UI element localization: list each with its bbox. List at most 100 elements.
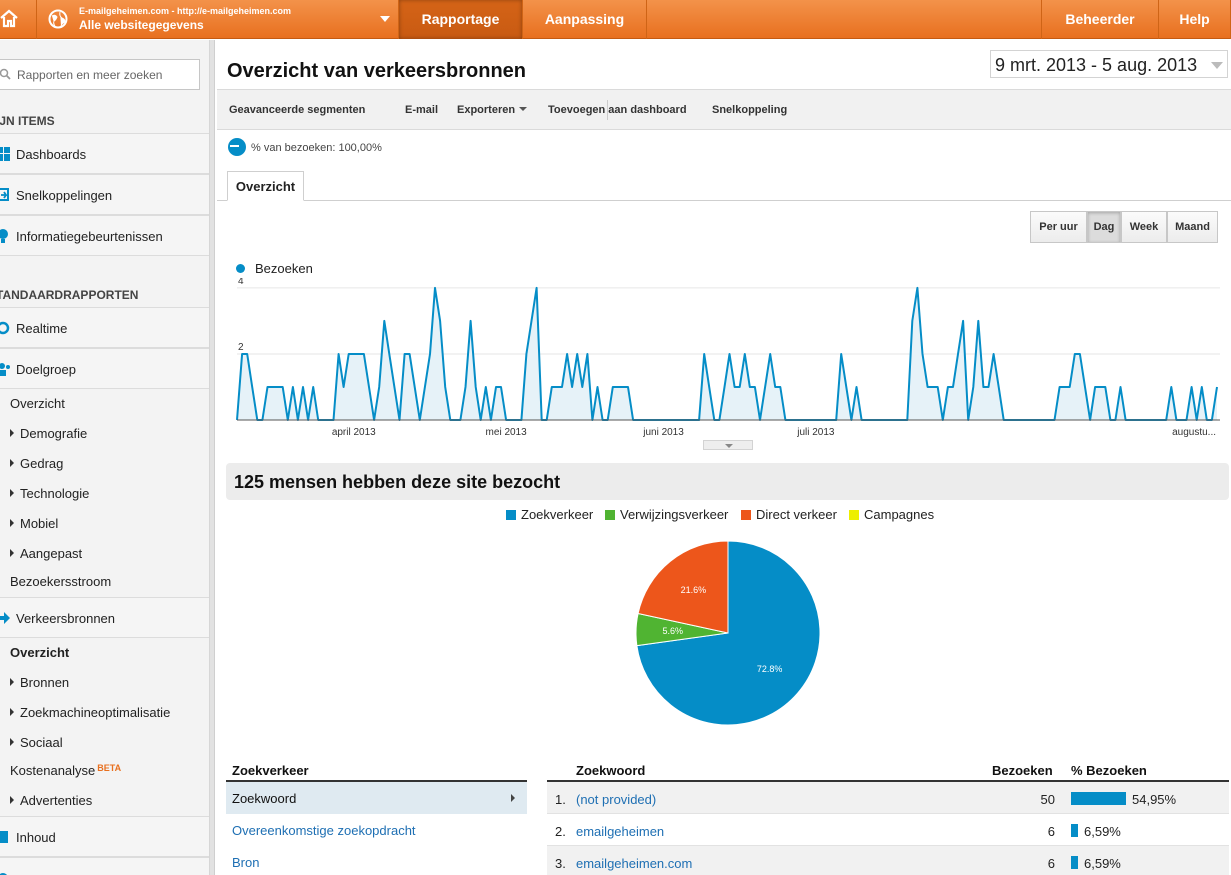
sidebar-item-traffic-sources[interactable]: Verkeersbronnen <box>0 597 209 638</box>
advanced-segments-button[interactable]: Geavanceerde segmenten <box>229 104 366 116</box>
sidebar-sub-ads[interactable]: Advertenties <box>10 793 92 808</box>
sidebar-sub-behavior[interactable]: Gedrag <box>10 456 63 471</box>
account-selector[interactable]: E-mailgeheimen.com - http://e-mailgeheim… <box>37 0 399 39</box>
tab-divider <box>217 200 1231 201</box>
sidebar-sub-custom[interactable]: Aangepast <box>10 546 82 561</box>
legend-label: Verwijzingsverkeer <box>620 507 729 522</box>
home-button[interactable] <box>0 0 37 39</box>
sidebar-item-realtime[interactable]: Realtime <box>0 307 209 348</box>
sidebar-item-label: Verkeersbronnen <box>16 611 116 626</box>
col-header-pct-visits[interactable]: % Bezoeken <box>1071 763 1147 778</box>
legend-label: Direct verkeer <box>756 507 837 522</box>
arrow-right-icon <box>0 612 10 624</box>
y-tick-label: 4 <box>238 278 244 287</box>
sidebar-item-dashboards[interactable]: Dashboards <box>0 133 209 174</box>
sidebar-sub-demographics[interactable]: Demografie <box>10 426 87 441</box>
col-header-keyword[interactable]: Zoekwoord <box>576 763 646 778</box>
segment-pie-icon <box>228 138 246 156</box>
granularity-hour-button[interactable]: Per uur <box>1030 211 1087 243</box>
table-row: 1. (not provided) 50 54,95% <box>547 782 1229 814</box>
sidebar-item-label: Informatiegebeurtenissen <box>16 229 163 244</box>
sidebar-sub-technology[interactable]: Technologie <box>10 486 89 501</box>
sidebar-item-content[interactable]: Inhoud <box>0 816 209 857</box>
sidebar-sub-overview-traffic[interactable]: Overzicht <box>10 645 70 660</box>
table-header-rule <box>547 780 1229 782</box>
report-toolbar: Geavanceerde segmenten E-mail Exporteren… <box>217 89 1231 130</box>
top-nav-bar: E-mailgeheimen.com - http://e-mailgeheim… <box>0 0 1231 39</box>
keyword-link[interactable]: emailgeheimen <box>576 824 665 839</box>
tab-overview[interactable]: Overzicht <box>227 171 304 201</box>
sidebar-item-label: Snelkoppelingen <box>16 188 113 203</box>
keyword-link[interactable]: (not provided) <box>576 792 657 807</box>
dimension-label: Overeenkomstige zoekopdracht <box>232 823 416 838</box>
x-tick-label: juli 2013 <box>796 427 835 438</box>
caret-right-icon <box>10 489 14 497</box>
standard-reports-heading: TANDAARDRAPPORTEN <box>0 288 139 302</box>
pie-slice-label: 72.8% <box>757 664 783 674</box>
sidebar-item-next[interactable] <box>0 857 209 875</box>
legend-swatch <box>741 510 751 520</box>
sidebar-item-audience[interactable]: Doelgroep <box>0 348 209 389</box>
sidebar-item-shortcuts[interactable]: Snelkoppelingen <box>0 174 209 215</box>
date-range-picker[interactable]: 9 mrt. 2013 - 5 aug. 2013 <box>990 50 1228 78</box>
sidebar-sub-label: Sociaal <box>20 735 63 750</box>
table-header-rule <box>226 780 527 782</box>
sidebar-sub-visitor-flow[interactable]: Bezoekersstroom <box>10 574 112 589</box>
series-legend-label: Bezoeken <box>255 261 313 276</box>
granularity-week-button[interactable]: Week <box>1121 211 1167 243</box>
table-row: 2. emailgeheimen 6 6,59% <box>547 814 1229 846</box>
lightbulb-icon <box>0 229 8 243</box>
sidebar-resize-handle[interactable] <box>210 40 215 875</box>
x-tick-label: juni 2013 <box>642 427 684 438</box>
pct-bar <box>1071 856 1078 869</box>
granularity-day-button[interactable]: Dag <box>1087 211 1121 243</box>
shortcut-button[interactable]: Snelkoppeling <box>712 104 788 116</box>
help-link[interactable]: Help <box>1159 0 1231 39</box>
sidebar-sub-label: Aangepast <box>20 546 83 561</box>
segment-percentage: % van bezoeken: 100,00% <box>251 142 382 154</box>
dimension-source-row[interactable]: Bron <box>226 846 527 875</box>
globe-icon <box>48 9 68 29</box>
sidebar-sub-seo[interactable]: Zoekmachineoptimalisatie <box>10 705 170 720</box>
sidebar-item-intelligence[interactable]: Informatiegebeurtenissen <box>0 215 209 256</box>
account-property: Alle websitegegevens <box>79 18 204 32</box>
x-tick-label: augustu... <box>1172 427 1216 438</box>
sidebar-sub-label: Technologie <box>20 486 90 501</box>
sidebar-sub-label: Bronnen <box>20 675 70 690</box>
shortcut-icon <box>0 188 9 201</box>
report-search[interactable] <box>0 59 200 90</box>
row-number: 1. <box>555 792 566 807</box>
keyword-link[interactable]: emailgeheimen.com <box>576 856 693 871</box>
col-header-visits[interactable]: Bezoeken <box>992 763 1053 778</box>
sidebar-sub-sources[interactable]: Bronnen <box>10 675 69 690</box>
sidebar-sub-mobile[interactable]: Mobiel <box>10 516 58 531</box>
dimension-matched-query-row[interactable]: Overeenkomstige zoekopdracht <box>226 814 527 846</box>
search-traffic-heading: Zoekverkeer <box>232 763 309 778</box>
tab-rapportage[interactable]: Rapportage <box>399 0 523 39</box>
admin-link[interactable]: Beheerder <box>1041 0 1159 39</box>
export-label: Exporteren <box>457 104 516 116</box>
sidebar-sub-cost-analysis[interactable]: Kostenanalyse BETA <box>10 763 121 778</box>
sidebar-sub-overview-audience[interactable]: Overzicht <box>10 396 65 411</box>
row-number: 2. <box>555 824 566 839</box>
caret-right-icon <box>10 738 14 746</box>
chevron-down-icon <box>519 107 528 111</box>
granularity-month-button[interactable]: Maand <box>1167 211 1218 243</box>
search-input[interactable] <box>17 66 192 83</box>
table-row: 3. emailgeheimen.com 6 6,59% <box>547 846 1229 875</box>
sidebar-item-label: Realtime <box>16 321 68 336</box>
sidebar-sub-label: Zoekmachineoptimalisatie <box>20 705 171 720</box>
legend-label: Zoekverkeer <box>521 507 594 522</box>
pie-legend-referral: Verwijzingsverkeer <box>605 507 728 522</box>
dimension-keyword-row[interactable]: Zoekwoord <box>226 782 527 814</box>
pct-value: 6,59% <box>1084 856 1121 871</box>
chart-collapse-handle[interactable] <box>703 440 753 450</box>
export-button[interactable]: Exporteren <box>457 104 528 116</box>
tab-aanpassing[interactable]: Aanpassing <box>523 0 647 39</box>
sidebar-sub-social[interactable]: Sociaal <box>10 735 63 750</box>
add-to-dashboard-button[interactable]: Toevoegen aan dashboard <box>548 104 687 116</box>
caret-right-icon <box>10 678 14 686</box>
x-tick-label: mei 2013 <box>486 427 528 438</box>
pie-slice-label: 5.6% <box>663 626 684 636</box>
email-button[interactable]: E-mail <box>405 104 439 116</box>
